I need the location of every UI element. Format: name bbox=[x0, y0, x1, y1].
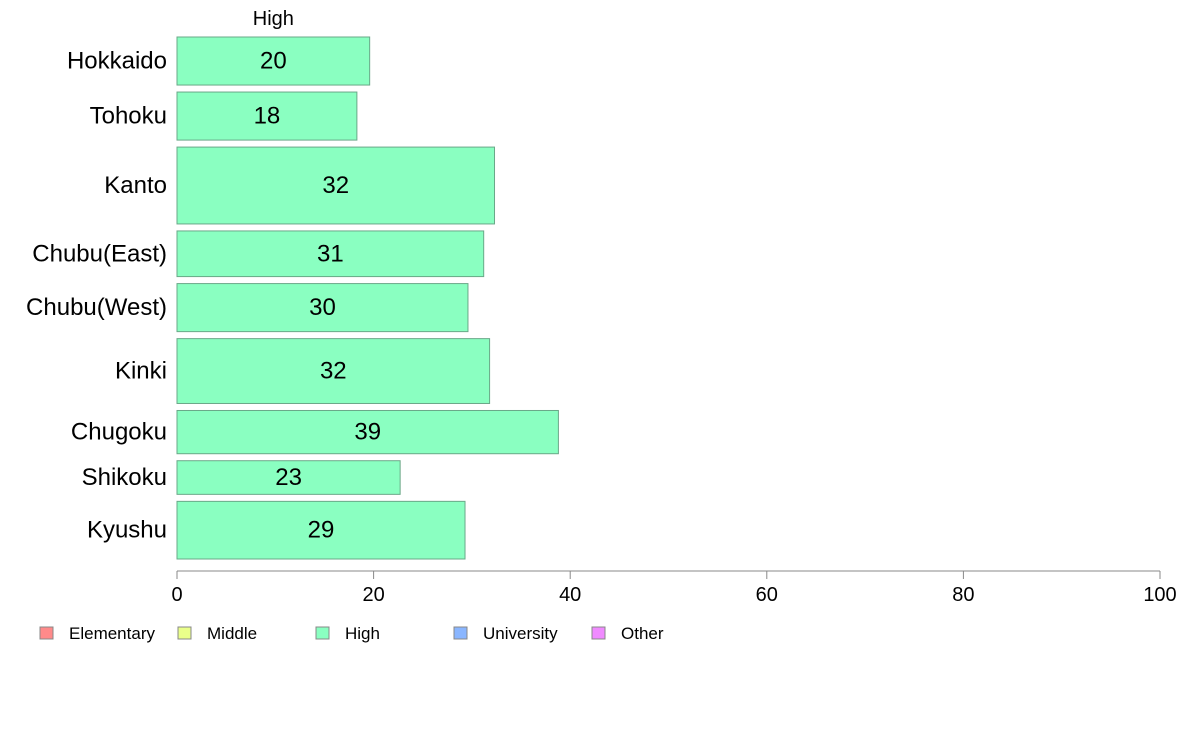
legend: Elementary Middle High University Other bbox=[39, 624, 664, 643]
category-label: Chubu(West) bbox=[26, 294, 167, 321]
category-label: Shikoku bbox=[82, 464, 167, 491]
bar-chugoku bbox=[176, 409, 559, 455]
legend-item-middle: Middle bbox=[177, 624, 257, 643]
legend-label: Other bbox=[621, 624, 664, 643]
legend-item-other: Other bbox=[591, 624, 664, 643]
value-label: 32 bbox=[322, 172, 349, 199]
value-label: 20 bbox=[260, 48, 287, 75]
value-label: 39 bbox=[354, 419, 381, 446]
segment-label: High bbox=[253, 8, 294, 30]
legend-label: High bbox=[345, 624, 380, 643]
bar-shikoku bbox=[176, 460, 401, 495]
legend-swatch bbox=[315, 626, 330, 640]
x-tick-label: 100 bbox=[1143, 584, 1176, 606]
value-label: 29 bbox=[308, 517, 335, 544]
bar-chubu-west- bbox=[176, 283, 469, 333]
category-label: Kyushu bbox=[87, 517, 167, 544]
legend-item-high: High bbox=[315, 624, 380, 643]
legend-swatch bbox=[591, 626, 606, 640]
value-label: 32 bbox=[320, 358, 347, 385]
value-label: 30 bbox=[309, 294, 336, 321]
value-label: 18 bbox=[254, 103, 281, 130]
category-label: Chugoku bbox=[71, 419, 167, 446]
bar-kyushu bbox=[176, 500, 466, 560]
x-tick-label: 0 bbox=[171, 584, 182, 606]
category-label: Tohoku bbox=[90, 103, 167, 130]
category-label: Hokkaido bbox=[67, 48, 167, 75]
bar-kanto bbox=[176, 146, 496, 225]
bars: Hokkaido 20 Tohoku 18 Kanto 32 Chubu(East) 31 Ch… bbox=[26, 36, 559, 560]
legend-swatch bbox=[39, 626, 54, 640]
category-label: Kanto bbox=[104, 172, 167, 199]
legend-label: Middle bbox=[207, 624, 257, 643]
bar-chubu-east- bbox=[176, 230, 485, 278]
x-tick-label: 20 bbox=[362, 584, 384, 606]
x-tick-label: 80 bbox=[952, 584, 974, 606]
legend-swatch bbox=[177, 626, 192, 640]
x-axis: 0 20 40 60 80 100 bbox=[171, 570, 1177, 606]
legend-label: Elementary bbox=[69, 624, 155, 643]
legend-item-university: University bbox=[453, 624, 558, 643]
category-label: Chubu(East) bbox=[32, 240, 167, 267]
bar-tohoku bbox=[176, 91, 358, 141]
legend-label: University bbox=[483, 624, 558, 643]
legend-swatch bbox=[453, 626, 468, 640]
legend-item-elementary: Elementary bbox=[39, 624, 155, 643]
category-label: Kinki bbox=[115, 358, 167, 385]
value-label: 31 bbox=[317, 240, 344, 267]
x-tick-label: 40 bbox=[559, 584, 581, 606]
bar-hokkaido bbox=[176, 36, 371, 86]
x-tick-label: 60 bbox=[756, 584, 778, 606]
value-label: 23 bbox=[275, 464, 302, 491]
bar-kinki bbox=[176, 338, 491, 404]
